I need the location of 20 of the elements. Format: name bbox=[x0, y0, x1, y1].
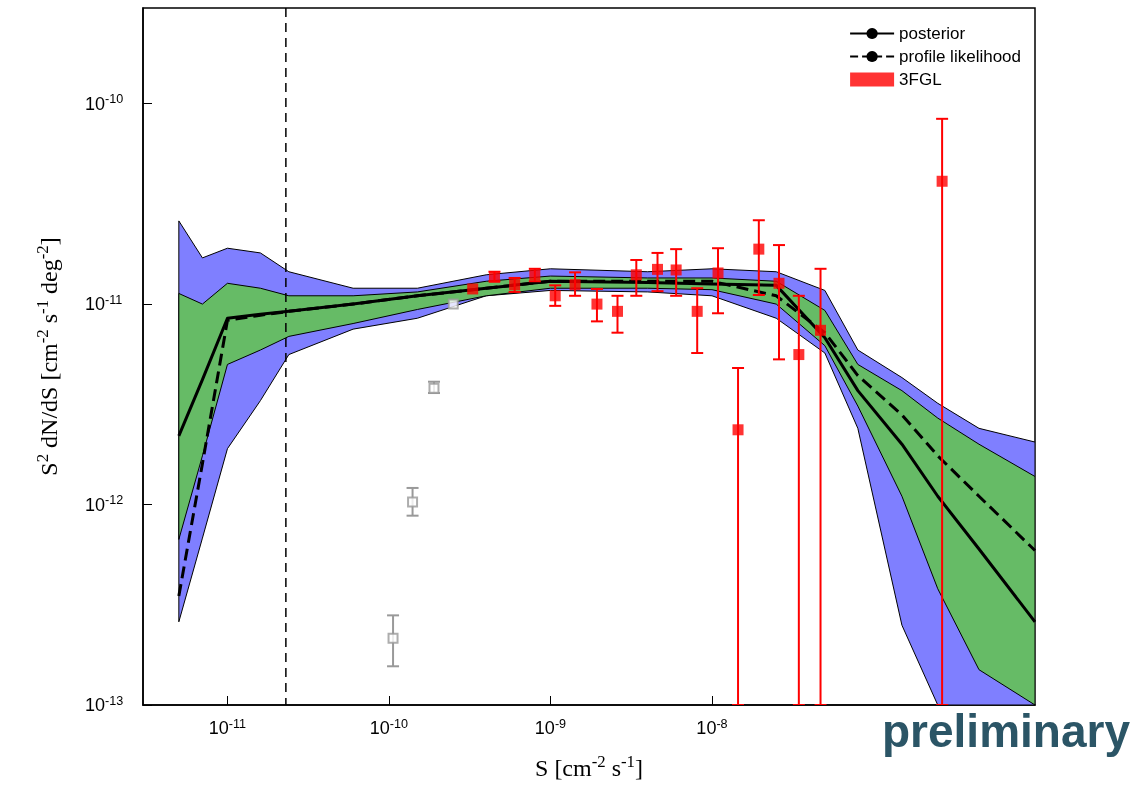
point bbox=[591, 298, 603, 310]
legend-label: profile likelihood bbox=[899, 47, 1021, 66]
point bbox=[712, 267, 724, 279]
point bbox=[467, 283, 479, 295]
point bbox=[773, 277, 785, 289]
point bbox=[732, 424, 744, 436]
point bbox=[569, 279, 581, 291]
point bbox=[753, 243, 765, 255]
point bbox=[793, 349, 805, 361]
annotation: preliminary bbox=[882, 705, 1131, 757]
point bbox=[815, 324, 827, 336]
point bbox=[549, 290, 561, 302]
point bbox=[652, 263, 664, 275]
legend-label: 3FGL bbox=[899, 70, 942, 89]
point bbox=[630, 269, 642, 281]
text: S2 dN/dS [cm-2 s-1 deg-2] bbox=[33, 237, 62, 476]
legend-label: posterior bbox=[899, 24, 966, 43]
point bbox=[691, 305, 703, 317]
point bbox=[611, 305, 623, 317]
point bbox=[670, 264, 682, 276]
